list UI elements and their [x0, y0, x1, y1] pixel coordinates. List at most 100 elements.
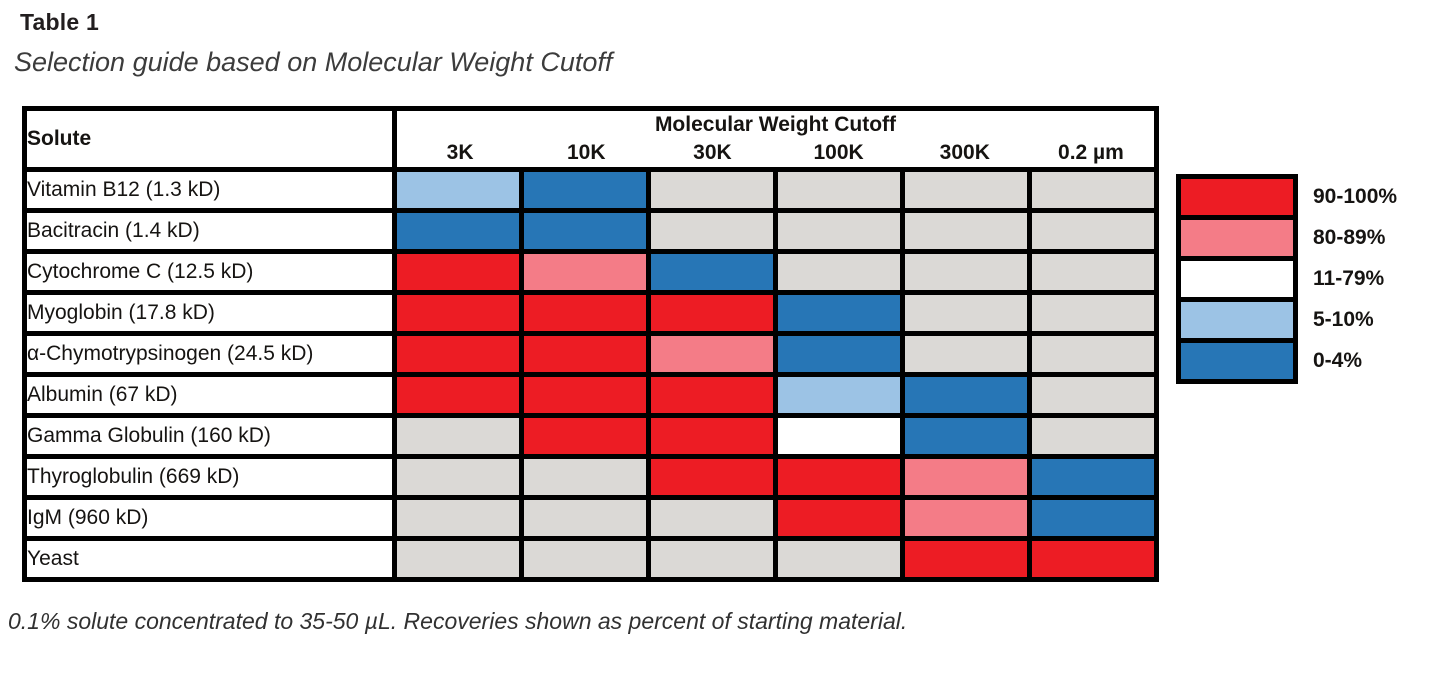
recovery-cell: [519, 372, 651, 418]
recovery-cell: [646, 208, 778, 254]
legend-table: 90-100% 80-89% 11-79% 5-10% 0-4%: [1176, 174, 1402, 384]
recovery-cell: [900, 454, 1032, 500]
table-row: Albumin (67 kD): [22, 372, 1159, 418]
table-row: Vitamin B12 (1.3 kD): [22, 167, 1159, 213]
solute-cell: IgM (960 kD): [22, 495, 397, 541]
recovery-cell: [646, 249, 778, 295]
recovery-cell: [646, 331, 778, 377]
recovery-cell: [519, 331, 651, 377]
mwco-column-label: 3K: [446, 141, 474, 164]
solute-cell: Vitamin B12 (1.3 kD): [22, 167, 397, 213]
recovery-cell: [773, 536, 905, 582]
recovery-cell: [392, 290, 524, 336]
recovery-cell: [773, 167, 905, 213]
recovery-cell: [900, 413, 1032, 459]
recovery-cell: [519, 413, 651, 459]
solute-cell: α-Chymotrypsinogen (24.5 kD): [22, 331, 397, 377]
solute-cell: Cytochrome C (12.5 kD): [22, 249, 397, 295]
recovery-cell: [1027, 249, 1159, 295]
table-row: Cytochrome C (12.5 kD): [22, 249, 1159, 295]
mwco-column-label: 300K: [939, 141, 990, 164]
recovery-cell: [646, 167, 778, 213]
recovery-cell: [519, 495, 651, 541]
recovery-cell: [392, 331, 524, 377]
recovery-cell: [392, 249, 524, 295]
footnote: 0.1% solute concentrated to 35-50 µL. Re…: [8, 608, 908, 634]
recovery-cell: [392, 536, 524, 582]
mwco-column-label: 10K: [566, 141, 606, 164]
recovery-cell: [519, 208, 651, 254]
mwco-selection-table: Solute Molecular Weight Cutoff 3K 10K 30K 1…: [22, 106, 1159, 582]
recovery-cell: [900, 290, 1032, 336]
recovery-cell: [773, 495, 905, 541]
mwco-column-label: 30K: [693, 141, 732, 164]
legend-label: 0-4%: [1313, 349, 1363, 372]
recovery-legend: 90-100% 80-89% 11-79% 5-10% 0-4%: [1176, 174, 1402, 384]
recovery-cell: [519, 167, 651, 213]
table-row: α-Chymotrypsinogen (24.5 kD): [22, 331, 1159, 377]
recovery-cell: [1027, 167, 1159, 213]
recovery-cell: [900, 372, 1032, 418]
mwco-column-label: 0.2 µm: [1058, 141, 1124, 164]
recovery-cell: [392, 208, 524, 254]
recovery-cell: [1027, 413, 1159, 459]
recovery-cell: [773, 249, 905, 295]
recovery-cell: [646, 495, 778, 541]
recovery-cell: [773, 372, 905, 418]
recovery-cell: [1027, 536, 1159, 582]
recovery-cell: [900, 331, 1032, 377]
legend-row: 0-4%: [1176, 338, 1400, 384]
recovery-cell: [1027, 454, 1159, 500]
recovery-cell: [1027, 331, 1159, 377]
recovery-cell: [900, 167, 1032, 213]
recovery-cell: [646, 413, 778, 459]
recovery-cell: [392, 495, 524, 541]
recovery-cell: [519, 249, 651, 295]
recovery-cell: [900, 495, 1032, 541]
solute-cell: Thyroglobulin (669 kD): [22, 454, 397, 500]
solute-cell: Yeast: [22, 536, 397, 582]
recovery-cell: [900, 536, 1032, 582]
recovery-cell: [646, 536, 778, 582]
recovery-cell: [900, 208, 1032, 254]
recovery-cell: [773, 454, 905, 500]
recovery-cell: [1027, 290, 1159, 336]
legend-swatch: [1176, 338, 1298, 384]
solute-column-header: Solute: [22, 106, 397, 172]
solute-cell: Bacitracin (1.4 kD): [22, 208, 397, 254]
table-row: IgM (960 kD): [22, 495, 1159, 541]
mwco-column-labels: 3K 10K 30K 100K 300K 0.2 µm: [397, 139, 1154, 167]
recovery-cell: [519, 454, 651, 500]
recovery-cell: [1027, 495, 1159, 541]
legend-label: 90-100%: [1313, 185, 1398, 208]
recovery-cell: [519, 536, 651, 582]
recovery-cell: [900, 249, 1032, 295]
table-subtitle: Selection guide based on Molecular Weigh…: [14, 47, 613, 77]
mwco-group-header: Molecular Weight Cutoff 3K 10K 30K 100K 300K…: [392, 106, 1159, 172]
legend-row: 11-79%: [1176, 256, 1400, 302]
table-row: Gamma Globulin (160 kD): [22, 413, 1159, 459]
legend-row: 80-89%: [1176, 215, 1400, 261]
legend-row: 5-10%: [1176, 297, 1400, 343]
recovery-cell: [1027, 372, 1159, 418]
recovery-cell: [392, 413, 524, 459]
recovery-cell: [773, 331, 905, 377]
solute-cell: Gamma Globulin (160 kD): [22, 413, 397, 459]
solute-cell: Myoglobin (17.8 kD): [22, 290, 397, 336]
recovery-cell: [392, 372, 524, 418]
legend-swatch: [1176, 256, 1298, 302]
table-row: Yeast: [22, 536, 1159, 582]
legend-label: 80-89%: [1313, 226, 1386, 249]
table-and-legend-area: Solute Molecular Weight Cutoff 3K 10K 30K 1…: [22, 106, 1434, 582]
legend-label: 5-10%: [1313, 308, 1374, 331]
recovery-cell: [519, 290, 651, 336]
recovery-cell: [392, 454, 524, 500]
table-title: Table 1: [20, 9, 99, 35]
recovery-cell: [773, 208, 905, 254]
solute-cell: Albumin (67 kD): [22, 372, 397, 418]
header-row: Solute Molecular Weight Cutoff 3K 10K 30K 1…: [22, 106, 1159, 172]
table-row: Thyroglobulin (669 kD): [22, 454, 1159, 500]
legend-swatch: [1176, 215, 1298, 261]
legend-swatch: [1176, 297, 1298, 343]
